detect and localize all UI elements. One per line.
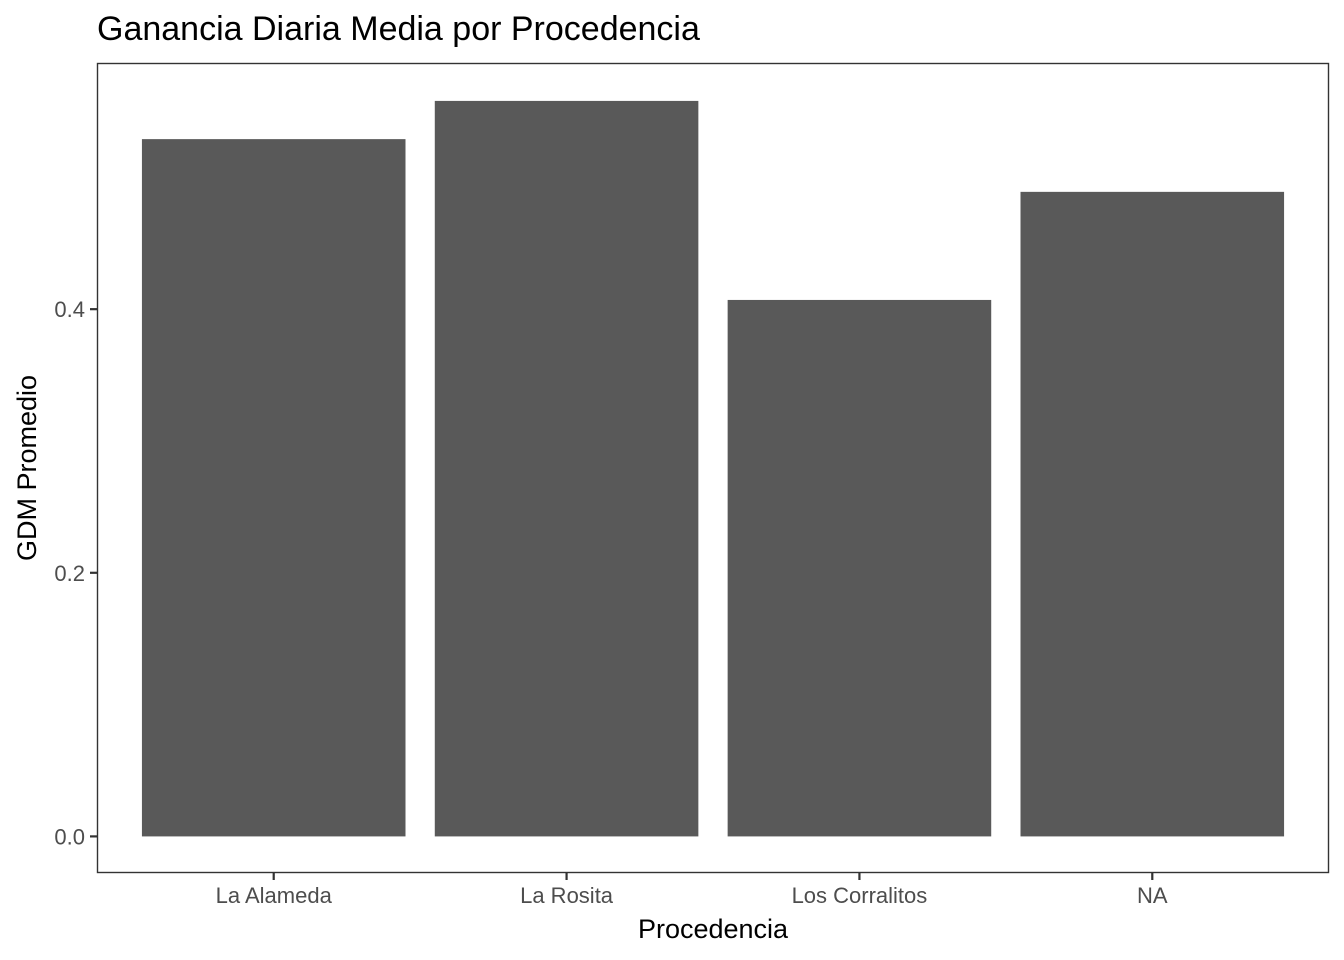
chart-title: Ganancia Diaria Media por Procedencia [97, 10, 700, 48]
bars [141, 100, 1285, 837]
y-tick-label: 0.2 [54, 561, 85, 586]
x-tick-label: Los Corralitos [792, 883, 928, 908]
x-axis: La Alameda La Rosita Los Corralitos NA [216, 872, 1168, 908]
bar-la-alameda [141, 139, 406, 837]
y-axis: 0.0 0.2 0.4 [54, 297, 98, 849]
plot-panel [96, 62, 1330, 874]
bar-los-corralitos [727, 299, 992, 837]
bar-la-rosita [434, 100, 699, 837]
x-tick-label: La Alameda [216, 883, 333, 908]
y-axis-title: GDM Promedio [12, 375, 42, 561]
x-axis-title: Procedencia [638, 914, 789, 944]
x-tick-label: NA [1137, 883, 1168, 908]
x-tick-label: La Rosita [520, 883, 614, 908]
y-tick-label: 0.0 [54, 824, 85, 849]
y-tick-label: 0.4 [54, 297, 85, 322]
bar-na [1020, 191, 1285, 837]
